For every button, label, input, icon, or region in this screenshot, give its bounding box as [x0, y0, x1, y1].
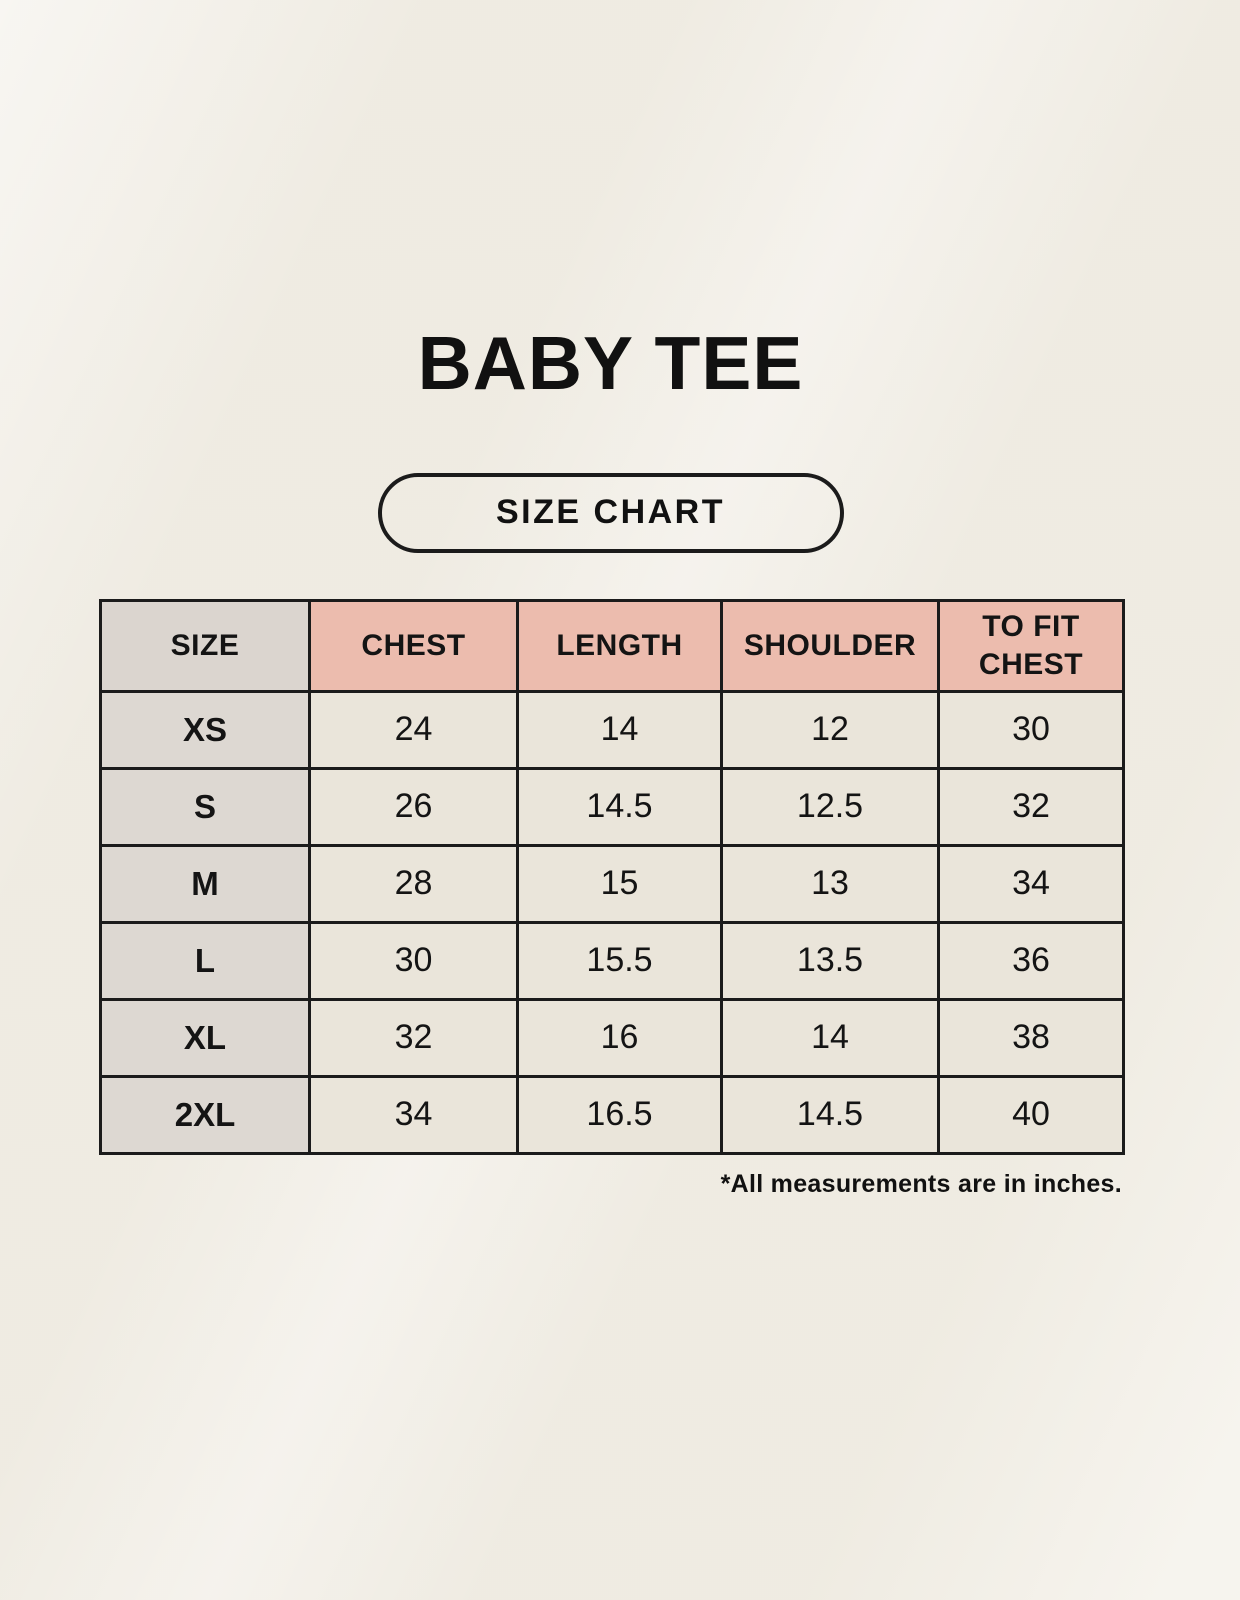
column-header-length: LENGTH — [516, 598, 723, 693]
to-fit-chest-value: 38 — [937, 997, 1125, 1078]
chest-value: 32 — [308, 997, 519, 1078]
chest-value: 26 — [308, 766, 519, 847]
size-chart-badge-label: SIZE CHART — [496, 493, 725, 531]
shoulder-value: 13.5 — [720, 920, 940, 1001]
size-chart-badge: SIZE CHART — [377, 472, 844, 553]
to-fit-chest-value: 40 — [937, 1074, 1125, 1155]
shoulder-value: 14.5 — [720, 1074, 940, 1155]
size-label: 2XL — [99, 1074, 311, 1155]
table-row-l: L 30 15.5 13.5 36 — [99, 920, 1125, 1001]
length-value: 15.5 — [516, 920, 723, 1001]
shoulder-value: 12.5 — [720, 766, 940, 847]
size-label: S — [99, 766, 311, 847]
to-fit-chest-value: 30 — [937, 689, 1125, 770]
length-value: 15 — [516, 843, 723, 924]
column-header-to-fit-chest: TO FIT CHEST — [937, 598, 1125, 693]
size-chart-table: SIZE CHEST LENGTH SHOULDER TO FIT CHEST … — [99, 598, 1125, 1155]
to-fit-chest-value: 32 — [937, 766, 1125, 847]
shoulder-value: 12 — [720, 689, 940, 770]
chest-value: 28 — [308, 843, 519, 924]
table-row-s: S 26 14.5 12.5 32 — [99, 766, 1125, 847]
page-title: BABY TEE — [417, 321, 804, 405]
chest-value: 34 — [308, 1074, 519, 1155]
table-row-xs: XS 24 14 12 30 — [99, 689, 1125, 770]
size-label: L — [99, 920, 311, 1001]
shoulder-value: 14 — [720, 997, 940, 1078]
table-row-m: M 28 15 13 34 — [99, 843, 1125, 924]
length-value: 14.5 — [516, 766, 723, 847]
chest-value: 30 — [308, 920, 519, 1001]
shoulder-value: 13 — [720, 843, 940, 924]
measurements-footnote: *All measurements are in inches. — [720, 1169, 1122, 1198]
column-header-size: SIZE — [99, 598, 311, 693]
table-row-xl: XL 32 16 14 38 — [99, 997, 1125, 1078]
length-value: 16 — [516, 997, 723, 1078]
to-fit-chest-value: 36 — [937, 920, 1125, 1001]
size-label: XS — [99, 689, 311, 770]
table-row-2xl: 2XL 34 16.5 14.5 40 — [99, 1074, 1125, 1155]
size-chart-graphic: BABY TEE SIZE CHART SIZE CHEST LENGTH SH… — [99, 0, 1125, 1199]
column-header-chest: CHEST — [308, 598, 519, 693]
chest-value: 24 — [308, 689, 519, 770]
table-header-row: SIZE CHEST LENGTH SHOULDER TO FIT CHEST — [99, 598, 1125, 693]
to-fit-chest-value: 34 — [937, 843, 1125, 924]
size-label: M — [99, 843, 311, 924]
length-value: 16.5 — [516, 1074, 723, 1155]
size-label: XL — [99, 997, 311, 1078]
column-header-shoulder: SHOULDER — [720, 598, 940, 693]
length-value: 14 — [516, 689, 723, 770]
